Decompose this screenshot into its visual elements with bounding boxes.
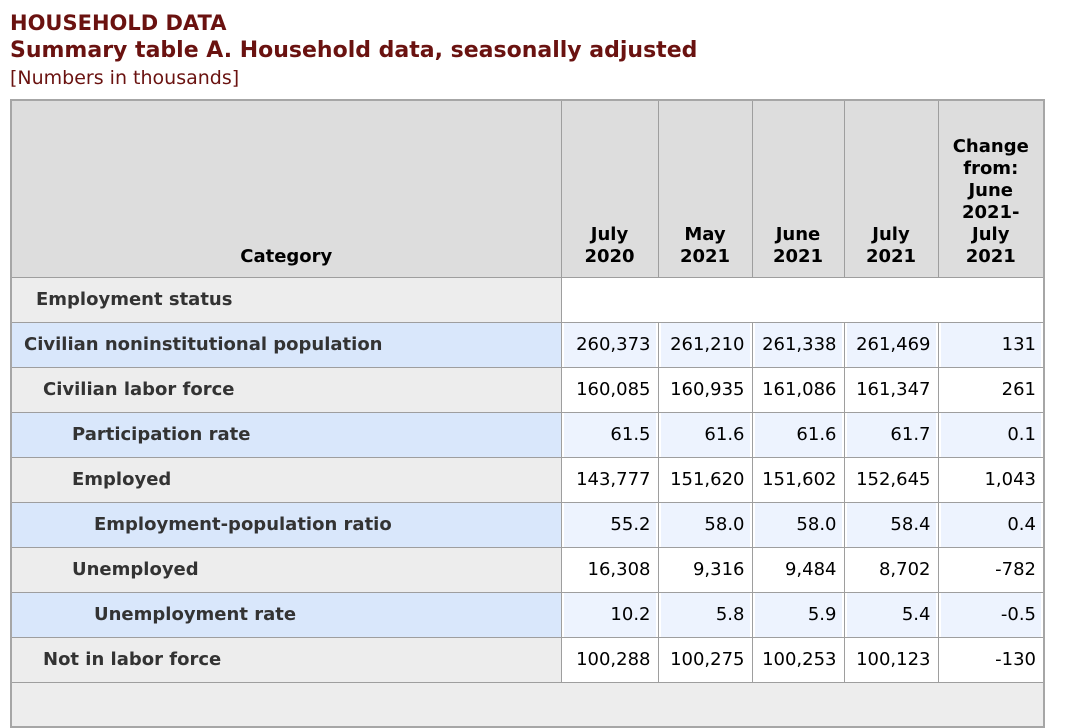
units-note: [Numbers in thousands] — [10, 67, 240, 89]
household-summary-table: Category July 2020 May 2021 June 2021 Ju… — [10, 99, 1045, 728]
value-cell: 261,210 — [657, 321, 753, 368]
value-cell: 58.4 — [843, 501, 939, 548]
row-label: Employment-population ratio — [10, 501, 562, 548]
value-cell: 100,253 — [751, 636, 845, 683]
table-row: Employment-population ratio 55.2 58.0 58.0 5… — [10, 501, 1045, 548]
row-label: Unemployment rate — [10, 591, 562, 638]
value-cell: 16,308 — [560, 546, 659, 593]
value-cell: 58.0 — [657, 501, 753, 548]
value-cell: 100,288 — [560, 636, 659, 683]
value-cell: 61.6 — [751, 411, 845, 458]
table-row — [10, 681, 1045, 728]
value-cell: 58.0 — [751, 501, 845, 548]
value-cell: 5.8 — [657, 591, 753, 638]
table-row: Civilian noninstitutional population 260,… — [10, 321, 1045, 368]
value-cell: 143,777 — [560, 456, 659, 503]
row-label: Not in labor force — [10, 636, 562, 683]
row-label: Unemployed — [10, 546, 562, 593]
row-label: Civilian noninstitutional population — [10, 321, 562, 368]
table-row: Employment status — [10, 276, 1045, 323]
column-header-change: Change from: June 2021- July 2021 — [937, 99, 1045, 278]
table-row: Not in labor force 100,288 100,275 100,253 1… — [10, 636, 1045, 683]
column-header-july-2021: July 2021 — [843, 99, 939, 278]
table-row: Unemployment rate 10.2 5.8 5.9 5.4 -0.5 — [10, 591, 1045, 638]
value-cell: 151,620 — [657, 456, 753, 503]
value-cell: 55.2 — [560, 501, 659, 548]
value-cell: 152,645 — [843, 456, 939, 503]
value-cell: 0.4 — [937, 501, 1045, 548]
column-header-may-2021: May 2021 — [657, 99, 753, 278]
value-cell: 9,484 — [751, 546, 845, 593]
table-row: Participation rate 61.5 61.6 61.6 61.7 0.1 — [10, 411, 1045, 458]
table-row: Civilian labor force 160,085 160,935 161,08… — [10, 366, 1045, 413]
value-cell: 100,123 — [843, 636, 939, 683]
value-cell: 8,702 — [843, 546, 939, 593]
value-cell: 0.1 — [937, 411, 1045, 458]
section-kicker: HOUSEHOLD DATA — [10, 11, 227, 35]
column-header-july-2020: July 2020 — [560, 99, 659, 278]
category-column-header: Category — [10, 99, 562, 278]
header-row: Category July 2020 May 2021 June 2021 Ju… — [10, 99, 1045, 278]
table-body: Employment status Civilian noninstitution… — [10, 276, 1045, 728]
value-cell: 100,275 — [657, 636, 753, 683]
column-header-june-2021: June 2021 — [751, 99, 845, 278]
row-label: Employment status — [10, 276, 562, 323]
section-empty-cells — [560, 276, 1045, 323]
value-cell: 261,338 — [751, 321, 845, 368]
value-cell: 5.9 — [751, 591, 845, 638]
value-cell: 261 — [937, 366, 1045, 413]
table-row: Employed 143,777 151,620 151,602 152,645 1,04… — [10, 456, 1045, 503]
value-cell: 160,085 — [560, 366, 659, 413]
value-cell: 61.7 — [843, 411, 939, 458]
value-cell: 10.2 — [560, 591, 659, 638]
value-cell: 1,043 — [937, 456, 1045, 503]
value-cell: -0.5 — [937, 591, 1045, 638]
value-cell: 260,373 — [560, 321, 659, 368]
value-cell: 161,347 — [843, 366, 939, 413]
row-label: Participation rate — [10, 411, 562, 458]
row-label: Civilian labor force — [10, 366, 562, 413]
page-title: Summary table A. Household data, seasona… — [10, 38, 698, 63]
value-cell: 151,602 — [751, 456, 845, 503]
value-cell: -130 — [937, 636, 1045, 683]
partial-next-row — [10, 681, 1045, 728]
value-cell: 131 — [937, 321, 1045, 368]
value-cell: 5.4 — [843, 591, 939, 638]
value-cell: 160,935 — [657, 366, 753, 413]
value-cell: 261,469 — [843, 321, 939, 368]
row-label: Employed — [10, 456, 562, 503]
value-cell: 61.5 — [560, 411, 659, 458]
table-row: Unemployed 16,308 9,316 9,484 8,702 -782 — [10, 546, 1045, 593]
value-cell: -782 — [937, 546, 1045, 593]
value-cell: 61.6 — [657, 411, 753, 458]
value-cell: 161,086 — [751, 366, 845, 413]
value-cell: 9,316 — [657, 546, 753, 593]
